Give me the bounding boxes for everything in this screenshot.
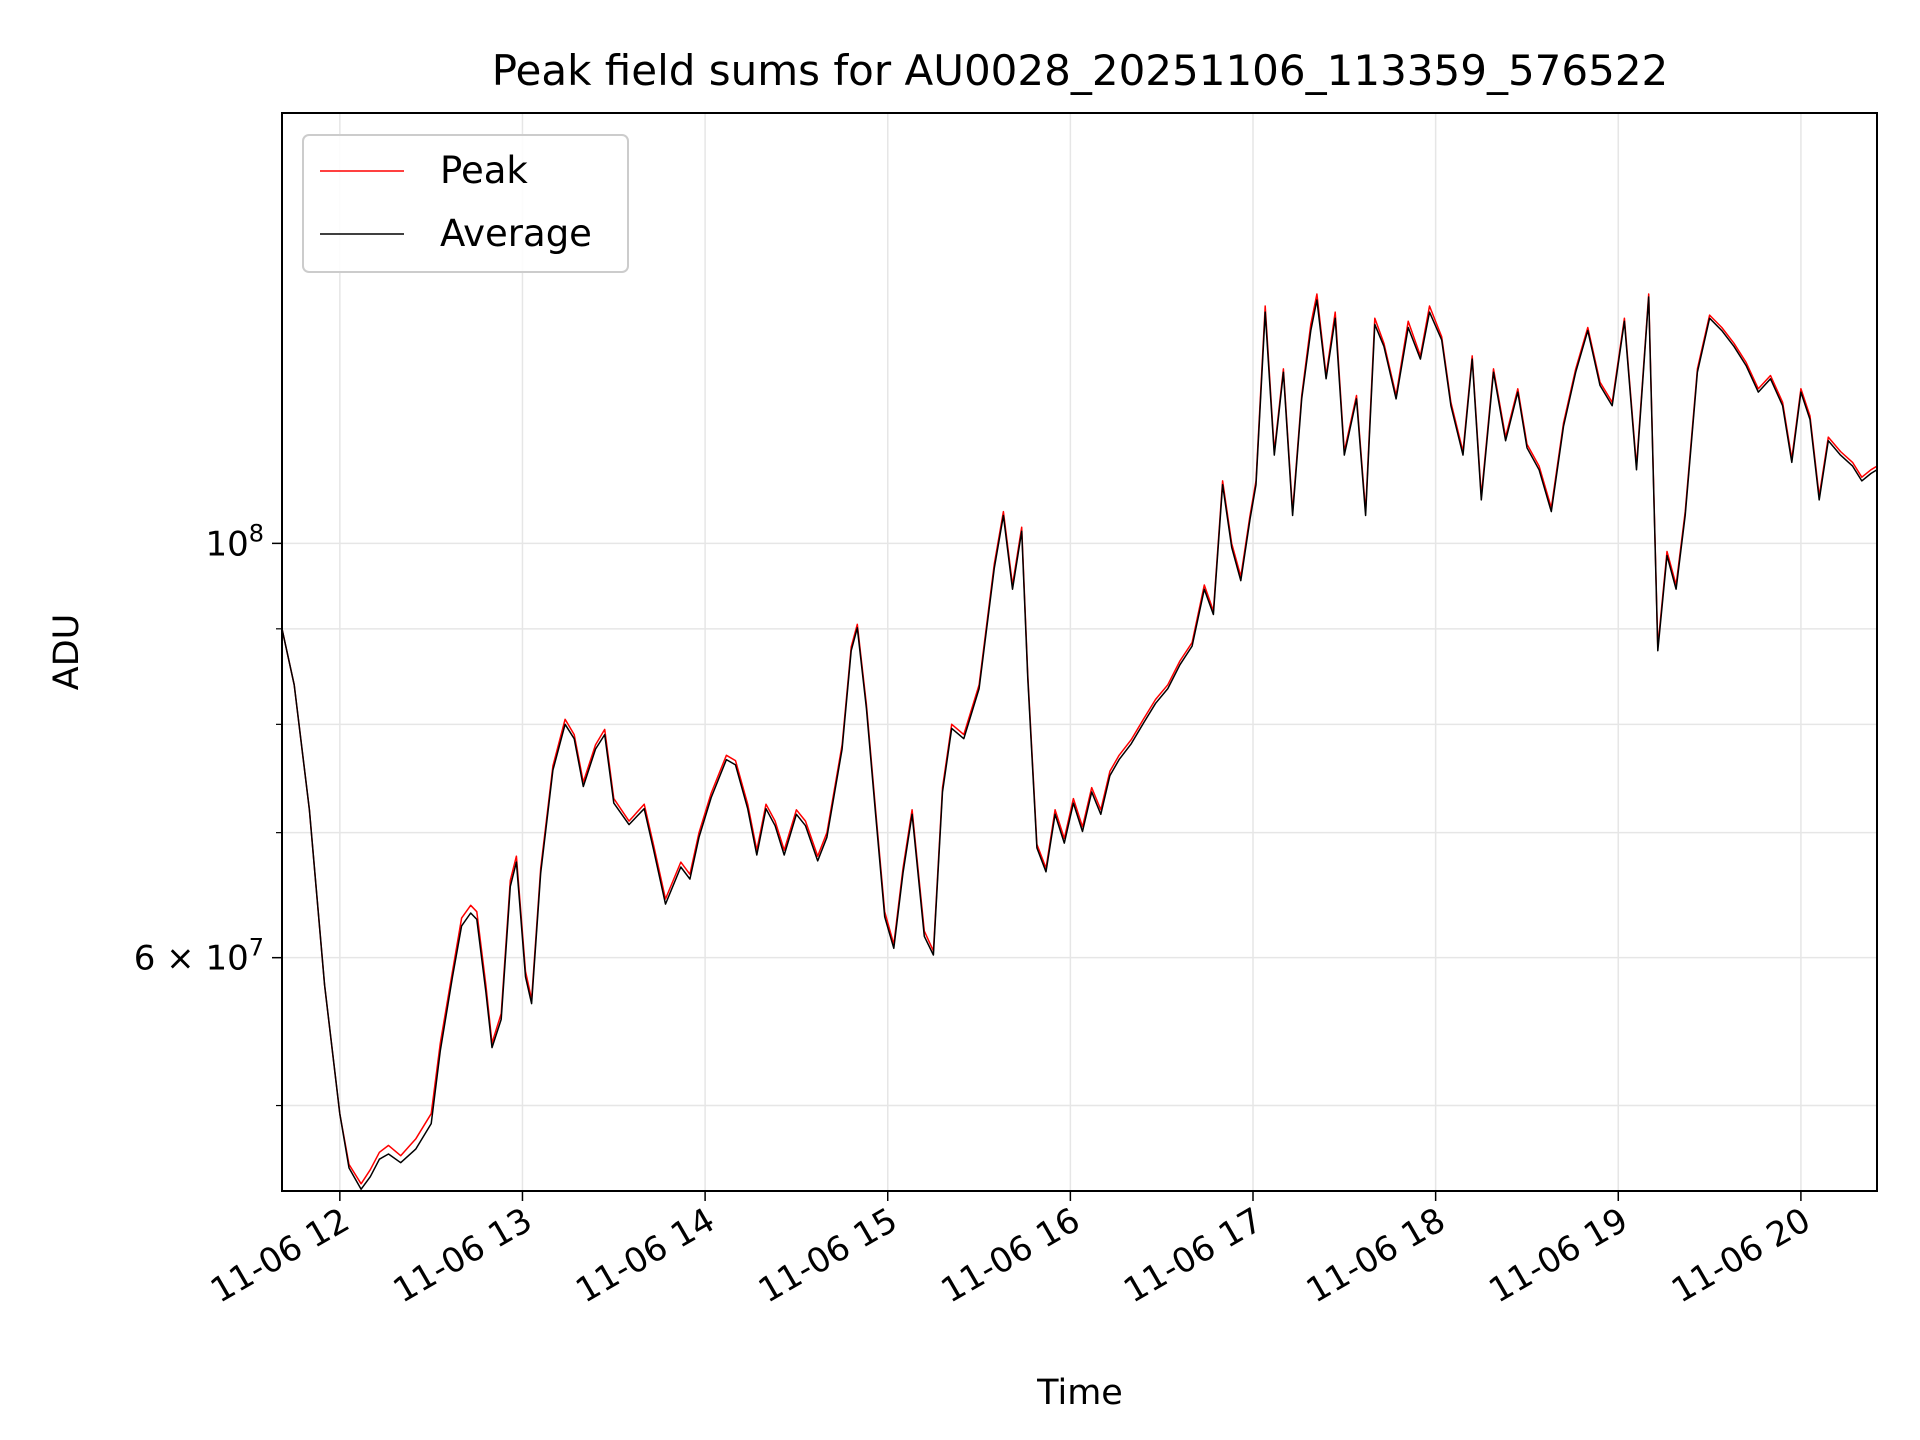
y-tick-mantissa: 10 xyxy=(205,524,248,564)
legend-box xyxy=(302,134,629,273)
y-tick-label: 108 xyxy=(205,519,264,564)
y-tick-mantissa: 6 × 10 xyxy=(134,939,249,979)
x-axis-title: Time xyxy=(1036,1373,1123,1413)
legend: Peak Average xyxy=(302,134,629,273)
chart-title: Peak field sums for AU0028_20251106_1133… xyxy=(492,46,1669,95)
y-tick-exponent: 8 xyxy=(249,519,264,547)
legend-label-peak: Peak xyxy=(440,149,528,192)
y-axis-title: ADU xyxy=(47,614,87,691)
series-line-average xyxy=(282,296,1877,1190)
legend-label-average: Average xyxy=(440,212,592,255)
y-tick-label: 6 × 107 xyxy=(134,934,264,979)
plot-frame xyxy=(281,112,1878,1192)
grid-layer xyxy=(282,113,1877,1191)
series-layer xyxy=(282,293,1877,1190)
y-tick-exponent: 7 xyxy=(249,934,264,962)
